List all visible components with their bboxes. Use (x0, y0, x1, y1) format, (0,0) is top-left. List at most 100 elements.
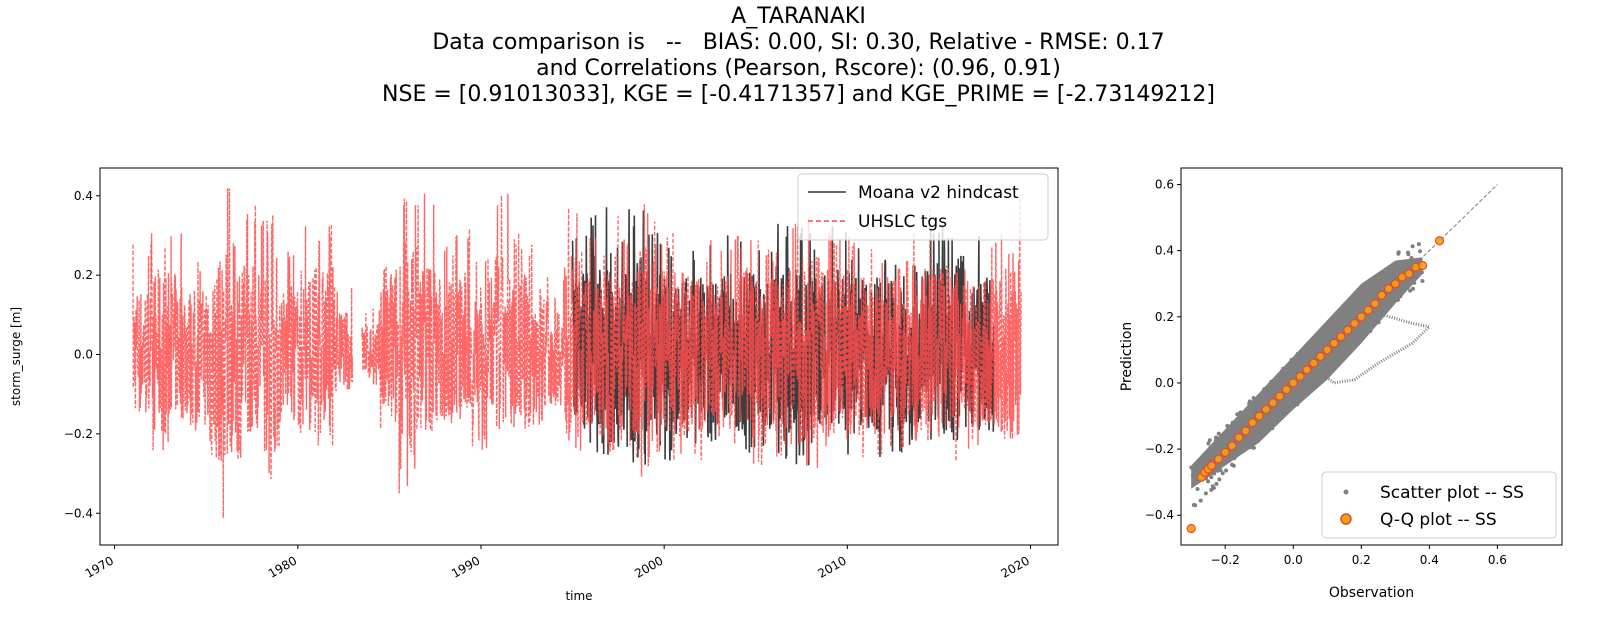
scatter-point (1381, 273, 1386, 278)
scatter-point (1419, 270, 1424, 275)
scatter-y-tick-label: 0.4 (1155, 244, 1174, 258)
series-segment (416, 193, 436, 432)
scatter-y-tick-label: 0.6 (1155, 178, 1174, 192)
y-axis-label: storm_surge [m] (9, 307, 23, 406)
qq-point (1434, 236, 1445, 246)
series-segment (132, 244, 152, 413)
scatter-point (1243, 421, 1248, 426)
legend-moana-label: Moana v2 hindcast (858, 183, 1019, 203)
y-tick-label: −0.4 (64, 506, 93, 520)
legend-frame (797, 173, 1049, 241)
scatter-point (1368, 329, 1373, 334)
series-segment (984, 233, 1004, 432)
scatter-point (1408, 280, 1413, 285)
series-segment (654, 232, 674, 452)
series-segment (507, 233, 528, 429)
scatter-point (1189, 465, 1194, 470)
scatter-point (1345, 306, 1350, 311)
series-segment (333, 287, 354, 392)
scatter-point (1203, 491, 1208, 496)
series-segment (691, 261, 711, 460)
scatter-point (1251, 445, 1256, 450)
scatter-point (1398, 294, 1403, 299)
scatter-point (1296, 390, 1301, 395)
scatter-point (1213, 438, 1218, 443)
scatter-point (1261, 428, 1266, 433)
series-segment (672, 272, 692, 461)
scatter-point (1265, 424, 1270, 429)
scatter-point (1420, 278, 1425, 283)
scatter-point (1242, 411, 1247, 416)
scatter-x-tick-label: 0.4 (1420, 553, 1439, 567)
scatter-point (1409, 256, 1414, 261)
qq-point (1213, 454, 1224, 464)
series-segment (929, 208, 949, 437)
timeseries-axes-frame (99, 167, 1059, 546)
scatter-point (1376, 320, 1381, 325)
series-segment (581, 238, 601, 433)
scatter-point (1393, 292, 1398, 297)
scatter-x-axis-label: Observation (1329, 585, 1414, 601)
scatter-point (1206, 479, 1211, 484)
qq-point (1370, 298, 1380, 309)
qq-points (1186, 236, 1445, 534)
scatter-point (1232, 422, 1237, 427)
scatter-point (1254, 397, 1259, 402)
title-line-4: NSE = [0.91013033], KGE = [-0.4171357] a… (382, 82, 1215, 107)
scatter-point (1332, 331, 1337, 336)
scatter-y-tick-label: 0.2 (1155, 310, 1174, 324)
scatter-point (1215, 445, 1220, 450)
series-segment (150, 233, 170, 451)
qq-point (1329, 338, 1339, 348)
scatter-point (1200, 463, 1205, 468)
series-segment (187, 261, 207, 431)
qq-point (1322, 345, 1332, 355)
scatter-point (1341, 348, 1346, 353)
series-uhslc-tgs (132, 187, 1022, 518)
qq-point (1315, 351, 1326, 362)
series-segment (947, 268, 967, 462)
qq-point (1268, 398, 1278, 408)
scatter-point (1213, 435, 1218, 440)
y-tick-label: 0.2 (74, 268, 93, 282)
scatter-point (1388, 294, 1393, 299)
scatter-point (1218, 463, 1223, 468)
qq-point (1417, 260, 1428, 271)
series-segment (452, 228, 473, 420)
series-segment (297, 226, 317, 433)
scatter-point (1247, 441, 1252, 446)
scatter-point (1400, 283, 1405, 288)
qq-point (1336, 332, 1346, 342)
scatter-point (1288, 401, 1293, 406)
scatter-point (1319, 339, 1324, 344)
scatter-point (1375, 287, 1380, 292)
qq-point (1349, 318, 1360, 329)
scatter-point (1238, 410, 1243, 415)
scatter-x-tick-label: 0.2 (1352, 553, 1371, 567)
scatter-point (1232, 452, 1237, 457)
series-segment (910, 232, 931, 441)
scatter-point (1277, 410, 1282, 415)
legend-scatter-label: Scatter plot -- SS (1380, 483, 1524, 503)
series-segment (223, 187, 244, 460)
qq-point (1404, 269, 1414, 279)
scatter-point (1220, 471, 1225, 476)
scatter-point (1411, 286, 1416, 291)
scatter-point (1406, 250, 1411, 255)
scatter-point (1229, 428, 1234, 433)
scatter-point (1216, 431, 1221, 436)
scatter-point (1308, 345, 1313, 350)
series-segment (782, 223, 802, 445)
scatter-point (1324, 366, 1329, 371)
scatter-point (1416, 242, 1421, 247)
scatter-point (1290, 361, 1295, 366)
scatter-x-tick-label: −0.2 (1211, 553, 1240, 567)
scatter-point (1365, 286, 1370, 291)
scatter-point (1218, 468, 1223, 473)
qq-point (1281, 384, 1292, 395)
series-segment (874, 262, 894, 455)
qq-point (1309, 358, 1319, 368)
scatter-point (1309, 381, 1314, 386)
scatter-point (1275, 405, 1280, 410)
scatter-point (1190, 473, 1195, 478)
